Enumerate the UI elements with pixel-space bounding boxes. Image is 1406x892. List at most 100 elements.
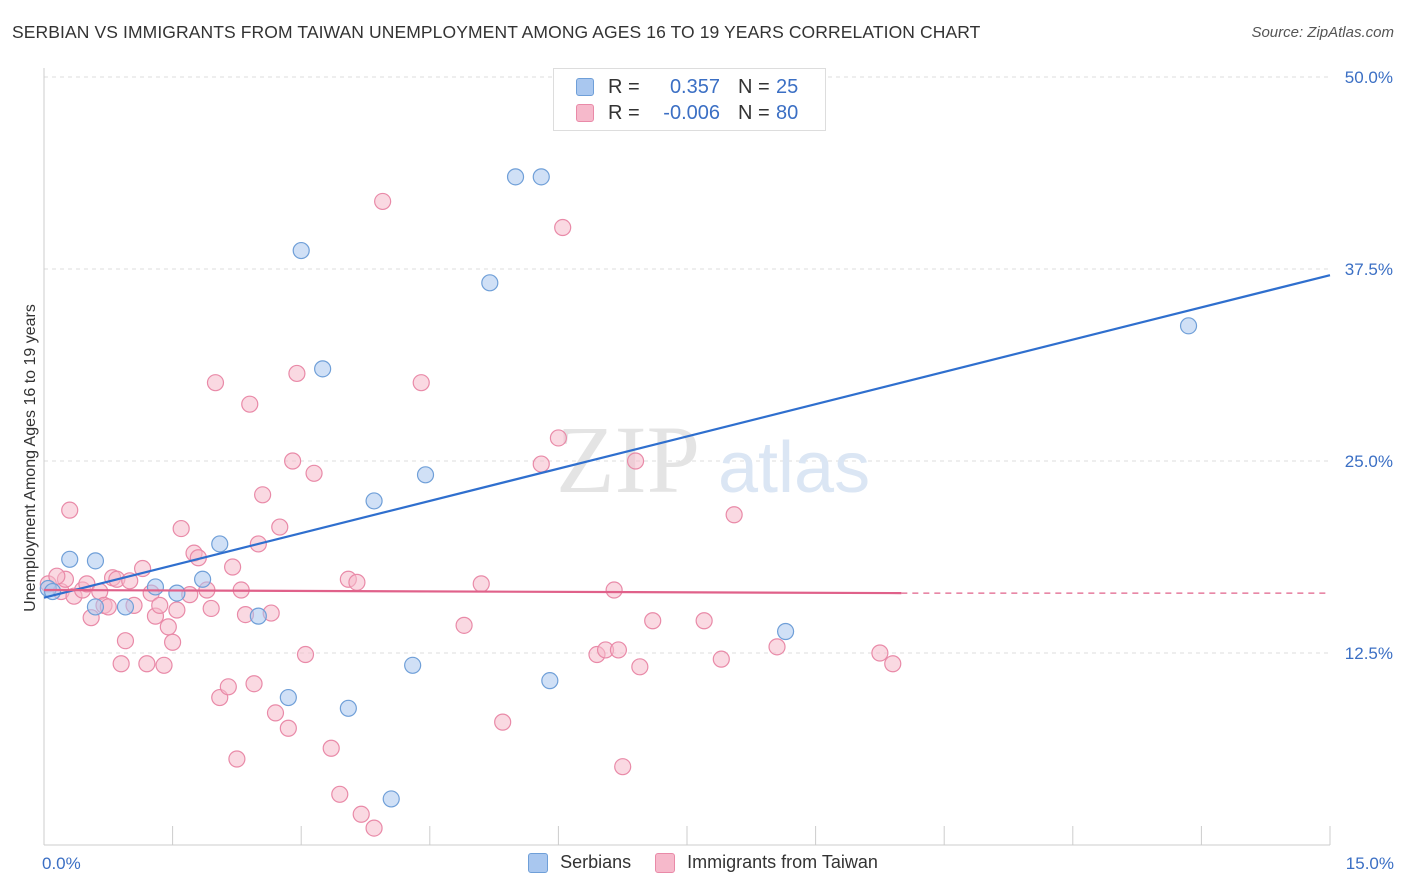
taiwan-point [609,641,628,659]
taiwan-point [605,581,623,599]
taiwan-point [374,192,392,211]
serbians-point [404,656,422,674]
taiwan-point [695,612,713,630]
taiwan-point [549,429,568,447]
r-value: 0.357 [669,75,720,98]
taiwan-point [631,658,649,676]
serbians-point [211,535,229,553]
serbians-point [146,578,165,596]
taiwan-point [266,704,285,722]
taiwan-point [494,713,512,731]
taiwan-point [151,596,169,614]
taiwan-point [472,575,490,593]
serbians-point [416,466,435,484]
r-value: -0.006 [663,101,720,124]
taiwan-point [626,452,645,470]
trend-lines [43,274,1331,599]
series-serbians-points [39,168,1198,808]
axis-layer [43,68,1331,846]
legend-label-taiwan: Immigrants from Taiwan [687,852,878,872]
taiwan-point [725,506,743,524]
serbians-point [249,607,267,625]
y-tick-label: 12.5% [1345,644,1393,663]
r-label: R = [608,75,640,98]
watermark-atlas: atlas [718,428,870,508]
series-taiwan-points [39,192,902,837]
serbians-swatch-icon [576,78,594,96]
taiwan-point [254,486,272,504]
taiwan-point [284,452,302,470]
chart-title: SERBIAN VS IMMIGRANTS FROM TAIWAN UNEMPL… [12,22,981,42]
taiwan-point [768,638,786,656]
y-tick-label: 50.0% [1345,68,1393,87]
n-label: N = [738,75,770,98]
taiwan-point [884,655,902,673]
taiwan-point [241,395,259,413]
legend-label-serbians: Serbians [560,852,632,872]
taiwan-point [352,805,370,823]
taiwan-point [228,750,246,768]
y-axis-label: Unemployment Among Ages 16 to 19 years [22,304,39,612]
series-legend: Serbians Immigrants from Taiwan [0,852,1406,873]
taiwan-legend-icon [655,852,676,873]
legend-item-taiwan[interactable]: Immigrants from Taiwan [655,852,878,873]
taiwan-point [412,374,430,392]
taiwan-point [322,739,340,757]
taiwan-point [296,645,315,664]
taiwan-point [288,364,306,383]
x-tick-label-min: 0.0% [42,854,81,873]
serbians-point [86,552,105,570]
correlation-legend: R = 0.357 N = 25 R = -0.006 N = 80 [553,68,826,131]
serbians-legend-icon [528,852,549,873]
taiwan-point [206,374,225,392]
legend-row-serbians: R = 0.357 N = 25 [576,75,798,99]
taiwan-point [219,678,237,696]
taiwan-point [112,655,130,673]
serbians-point [168,584,186,602]
y-tick-labels: 12.5% 25.0% 37.5% 50.0% [1345,68,1393,663]
legend-row-taiwan: R = -0.006 N = 80 [576,101,798,125]
x-tick-label-max: 15.0% [1346,854,1394,873]
serbians-point [776,622,795,641]
taiwan-point [279,719,297,737]
serbians-point [86,598,105,616]
n-value: 80 [776,101,799,124]
serbians-point [314,360,332,378]
taiwan-point [348,573,366,591]
serbians-point [339,699,357,717]
serbians-point [382,790,400,808]
r-label: R = [608,101,640,124]
serbians-point [365,492,383,510]
serbians-point [116,598,135,616]
taiwan-point [365,819,383,837]
legend-item-serbians[interactable]: Serbians [528,852,631,873]
source-label: Source: ZipAtlas.com [1251,24,1394,41]
taiwan-point [172,519,190,538]
serbians-point [194,570,212,588]
taiwan-point [532,455,550,473]
y-tick-label: 25.0% [1345,452,1393,471]
taiwan-point [159,618,177,636]
n-value: 25 [776,75,799,98]
taiwan-point [138,655,156,673]
taiwan-point [116,632,135,650]
taiwan-point [554,218,572,237]
serbians-point [532,168,550,186]
taiwan-point [202,599,220,618]
taiwan-point [614,758,632,776]
serbians-point [506,168,525,186]
n-label: N = [738,101,770,124]
taiwan-point [331,785,349,803]
y-tick-label: 37.5% [1345,260,1393,279]
taiwan-point [712,650,730,668]
taiwan-point [164,633,182,651]
taiwan-point [871,644,889,662]
taiwan-point [271,518,289,536]
taiwan-point [224,558,242,576]
serbians-point [481,274,499,292]
taiwan-point [155,656,173,674]
serbians-trend-line [43,274,1331,599]
serbians-point [292,241,310,260]
serbians-point [279,688,297,707]
serbians-point [61,550,79,568]
